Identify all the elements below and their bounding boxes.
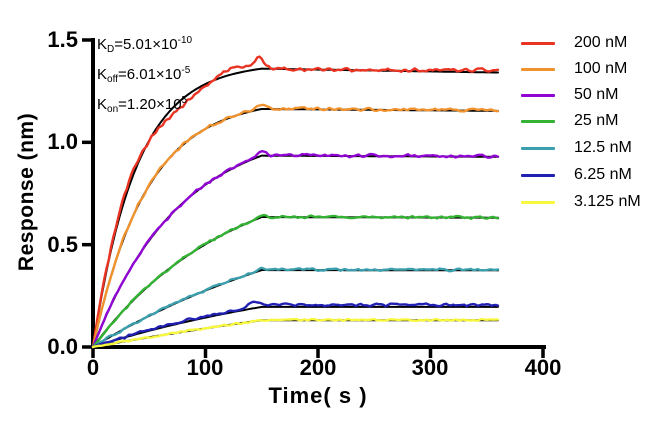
legend-swatch xyxy=(521,120,555,123)
kd-value: KD=5.01×10-10 xyxy=(97,35,193,55)
x-tick-label: 100 xyxy=(186,355,224,380)
legend-item: 50 nM xyxy=(521,86,646,104)
data-curve-6.25-nM xyxy=(91,300,500,349)
legend-swatch xyxy=(521,94,555,97)
legend-label: 50 nM xyxy=(574,86,619,103)
kon-value: Kon=1.20×105 xyxy=(97,95,188,115)
legend-label: 100 nM xyxy=(574,60,628,77)
legend-swatch xyxy=(521,42,555,45)
legend-item: 100 nM xyxy=(521,60,646,78)
legend-item: 12.5 nM xyxy=(521,139,646,157)
koff-value: Koff=6.01×10-5 xyxy=(97,65,191,85)
legend-item: 6.25 nM xyxy=(521,166,646,184)
legend-label: 6.25 nM xyxy=(574,166,632,183)
legend-swatch xyxy=(521,68,555,71)
data-curve-3.125-nM xyxy=(91,317,500,349)
legend-item: 25 nM xyxy=(521,112,646,130)
data-curve-50-nM xyxy=(91,149,500,349)
y-tick-label: 1.0 xyxy=(47,129,78,154)
kinetics-annotation: KD=5.01×10-10 Koff=6.01×10-5 Kon=1.20×10… xyxy=(97,30,192,120)
legend-swatch xyxy=(521,147,555,150)
legend-label: 25 nM xyxy=(574,112,619,129)
data-curve-200-nM xyxy=(91,55,500,349)
x-tick-label: 400 xyxy=(524,355,562,380)
data-curve-25-nM xyxy=(91,213,500,349)
data-curve-12.5-nM xyxy=(91,266,500,349)
y-tick-label: 0.0 xyxy=(47,334,78,359)
legend-item: 200 nM xyxy=(521,34,646,52)
x-axis-title: Time( s ) xyxy=(268,383,368,408)
y-tick-label: 1.5 xyxy=(47,27,78,52)
fit-curve-100-nM xyxy=(92,108,499,348)
fit-curve-3.125-nM xyxy=(92,319,499,348)
legend-item: 3.125 nM xyxy=(521,193,646,211)
legend-label: 12.5 nM xyxy=(574,139,632,156)
legend-label: 200 nM xyxy=(574,34,628,51)
y-tick-label: 0.5 xyxy=(47,232,78,257)
x-tick-label: 300 xyxy=(411,355,449,380)
legend-label: 3.125 nM xyxy=(574,193,641,210)
x-tick-label: 200 xyxy=(299,355,337,380)
data-curve-100-nM xyxy=(91,103,500,349)
legend-swatch xyxy=(521,201,555,204)
x-tick-label: 0 xyxy=(86,355,100,380)
legend-swatch xyxy=(521,174,555,177)
